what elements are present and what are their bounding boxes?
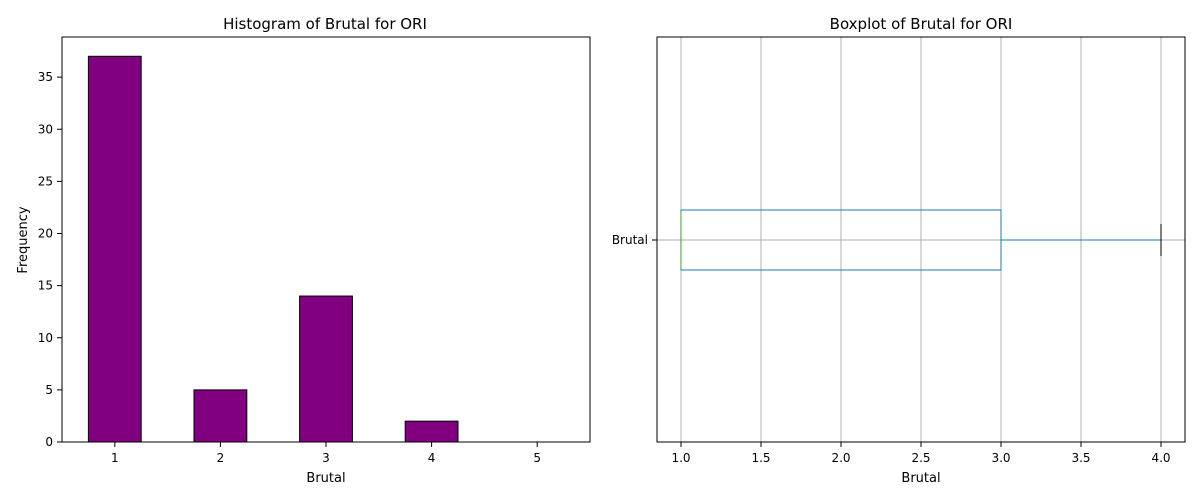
boxplot-x-tick-label: 1.5 (751, 451, 770, 465)
histogram-y-tick-label: 20 (38, 227, 53, 241)
boxplot-category-label: Brutal (612, 233, 648, 247)
boxplot-plot-frame (656, 36, 1186, 443)
histogram-bars (87, 55, 459, 443)
boxplot-marks (680, 209, 1162, 271)
boxplot-title: Boxplot of Brutal for ORI (830, 15, 1013, 33)
boxplot-x-tick-label: 4.0 (1151, 451, 1170, 465)
histogram-bar (87, 55, 142, 443)
histogram-bar (193, 389, 248, 443)
histogram-x-tick-label: 2 (217, 451, 225, 465)
histogram-x-tick-label: 3 (322, 451, 330, 465)
boxplot-x-tick-label: 2.0 (831, 451, 850, 465)
histogram-plot-frame (61, 36, 591, 443)
boxplot-chart: Boxplot of Brutal for ORI 1.0 1.5 2.0 2.5 3.… (612, 15, 1186, 486)
histogram-y-tick-label: 35 (38, 70, 53, 84)
histogram-y-tick-label: 30 (38, 122, 53, 136)
boxplot-x-tick-label: 2.5 (911, 451, 930, 465)
histogram-bar (299, 295, 353, 443)
histogram-x-tick-label: 5 (533, 451, 541, 465)
boxplot-x-axis-label: Brutal (901, 471, 940, 486)
histogram-x-tick-label: 4 (428, 451, 436, 465)
histogram-bar (404, 420, 459, 443)
histogram-y-tick-label: 5 (45, 383, 53, 397)
histogram-chart: Histogram of Brutal for ORI 051015202530… (16, 15, 591, 486)
histogram-y-tick-label: 10 (38, 331, 53, 345)
histogram-x-ticks: 1 2 3 4 5 (111, 442, 541, 465)
histogram-y-tick-label: 15 (38, 279, 53, 293)
histogram-y-tick-label: 25 (38, 174, 53, 188)
histogram-title: Histogram of Brutal for ORI (223, 15, 427, 33)
histogram-x-tick-label: 1 (111, 451, 119, 465)
histogram-y-ticks: 0 5 10 15 20 25 30 35 (38, 70, 62, 449)
histogram-y-axis-label: Frequency (16, 206, 31, 273)
histogram-y-tick-label: 0 (45, 435, 53, 449)
boxplot-y-ticks: Brutal (612, 233, 657, 247)
boxplot-x-tick-label: 1.0 (671, 451, 690, 465)
histogram-x-axis-label: Brutal (306, 471, 345, 486)
boxplot-x-tick-label: 3.5 (1071, 451, 1090, 465)
boxplot-x-tick-label: 3.0 (991, 451, 1010, 465)
boxplot-x-ticks: 1.0 1.5 2.0 2.5 3.0 3.5 4.0 (671, 442, 1171, 465)
